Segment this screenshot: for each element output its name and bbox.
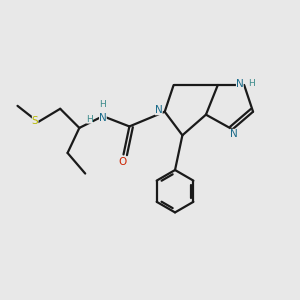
- Text: N: N: [155, 105, 163, 115]
- Text: H: H: [248, 79, 255, 88]
- Text: S: S: [32, 116, 38, 126]
- Text: N: N: [236, 79, 244, 89]
- Text: N: N: [230, 129, 238, 139]
- Text: O: O: [118, 157, 126, 167]
- Text: H: H: [100, 100, 106, 109]
- Text: H: H: [86, 115, 93, 124]
- Text: N: N: [99, 112, 107, 123]
